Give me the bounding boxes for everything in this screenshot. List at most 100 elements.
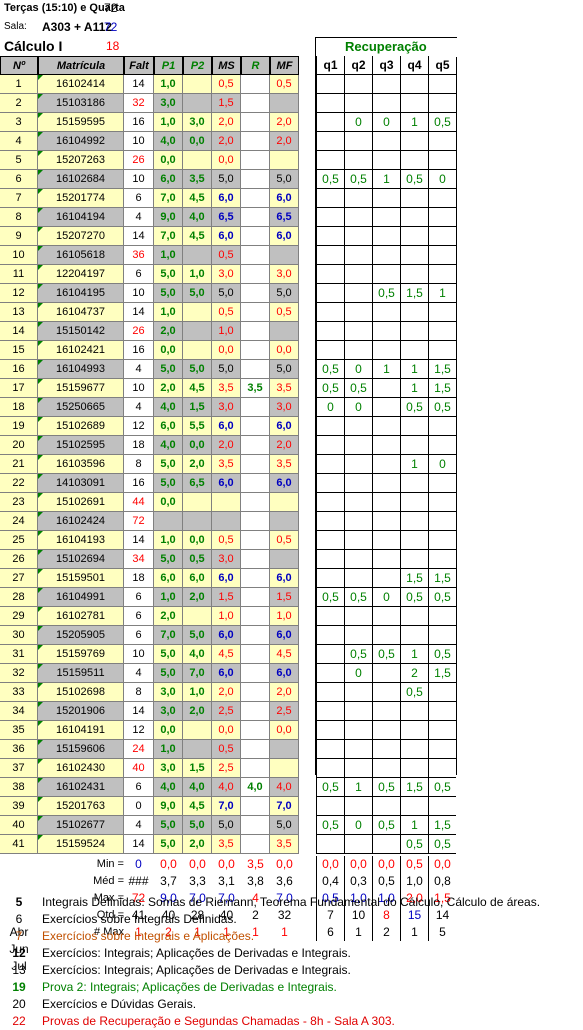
- cell-falt-value: 14: [132, 78, 145, 90]
- cell-n: 26: [0, 550, 38, 569]
- cell-p1-value: 6,0: [160, 173, 176, 185]
- rec-cell-q3: 0: [372, 588, 400, 607]
- stat-rec-value: 1,0: [378, 891, 395, 905]
- cell-n: 14: [0, 322, 38, 341]
- comment-marker: [38, 303, 43, 308]
- cell-mf-value: 5,0: [276, 819, 292, 831]
- cell-mf-value: 5,0: [276, 363, 292, 375]
- rec-cell-q4: 0,5: [400, 835, 428, 854]
- cell-mf: 2,5: [270, 702, 299, 721]
- stat-rec: 1,0: [400, 873, 428, 890]
- cell-p1-value: 3,0: [160, 686, 176, 698]
- stat-rec: 1: [344, 924, 372, 941]
- cell-n-value: 5: [15, 154, 22, 166]
- cell-p1-value: 7,0: [160, 629, 176, 641]
- cell-mat-value: 15159606: [56, 743, 105, 755]
- cell-mf: 3,5: [270, 455, 299, 474]
- rec-header-q5: q5: [428, 56, 456, 75]
- cell-p2-value: 3,0: [189, 116, 205, 128]
- cell-p2: [183, 493, 212, 512]
- stat-r: 2: [241, 907, 270, 924]
- rec-cell-q4: 1: [400, 113, 428, 132]
- cell-falt: 14: [124, 835, 154, 854]
- cell-p2: 4,0: [183, 208, 212, 227]
- rec-cell-q5: [428, 265, 456, 284]
- cell-mf: [270, 94, 299, 113]
- rec-value: 0: [355, 400, 362, 414]
- table-row: 12 16104195 10 5,0 5,0 5,0 5,0 0,5 1,5 1: [0, 284, 460, 303]
- cell-mf: 6,0: [270, 474, 299, 493]
- cell-p1: 5,0: [154, 284, 183, 303]
- cell-falt-value: 10: [132, 135, 145, 147]
- cell-p1-value: 2,0: [160, 610, 176, 622]
- table-row: 15 16102421 16 0,0 0,0 0,0: [0, 341, 460, 360]
- cell-r: [241, 816, 270, 835]
- cell-ms-value: 6,0: [218, 230, 234, 242]
- cell-falt-value: 26: [132, 154, 145, 166]
- cell-mat: 16104993: [38, 360, 124, 379]
- recovery-top-border: [315, 37, 457, 38]
- cell-p2: 7,0: [183, 664, 212, 683]
- cell-ms-value: 2,5: [218, 762, 234, 774]
- stat-rec-value: 0,0: [434, 857, 451, 871]
- rec-cell-q4: [400, 189, 428, 208]
- cell-falt-value: 6: [135, 591, 142, 603]
- rec-cell-q5: 0,5: [428, 835, 456, 854]
- cell-falt: 16: [124, 341, 154, 360]
- table-row: 29 16102781 6 2,0 1,0 1,0: [0, 607, 460, 626]
- cell-p1: 0,0: [154, 341, 183, 360]
- cell-p2-value: 0,5: [189, 553, 205, 565]
- cell-falt: 4: [124, 816, 154, 835]
- cell-p2: 6,0: [183, 569, 212, 588]
- cell-p2-value: 5,0: [189, 819, 205, 831]
- comment-marker: [38, 227, 43, 232]
- cell-p1-value: 4,0: [160, 439, 176, 451]
- stat-rec: 0,0: [344, 856, 372, 873]
- rec-cell-q4: [400, 550, 428, 569]
- cell-p2: 4,5: [183, 379, 212, 398]
- rec-cell-q4: [400, 626, 428, 645]
- cell-falt: 72: [124, 512, 154, 531]
- cell-falt-value: 12: [132, 420, 145, 432]
- rec-cell-q2: [344, 493, 372, 512]
- rec-cell-q3: [372, 721, 400, 740]
- cell-r: [241, 474, 270, 493]
- cell-p1: 5,0: [154, 645, 183, 664]
- cell-r: [241, 664, 270, 683]
- rec-value: 1: [411, 647, 418, 661]
- cell-r: [241, 531, 270, 550]
- cell-p1: 5,0: [154, 474, 183, 493]
- rec-cell-q1: 0,5: [316, 588, 344, 607]
- rec-cell-q3: [372, 208, 400, 227]
- stat-label: Méd =: [93, 875, 124, 887]
- rec-cell-q5: 0,5: [428, 645, 456, 664]
- rec-cell-q5: [428, 208, 456, 227]
- rec-cell-q1: [316, 94, 344, 113]
- cell-mat-value: 15102689: [56, 420, 105, 432]
- cell-n: 5: [0, 151, 38, 170]
- cell-p2-value: 6,5: [189, 477, 205, 489]
- rec-cell-q2: [344, 740, 372, 759]
- rec-cell-q2: [344, 626, 372, 645]
- cell-n-value: 33: [12, 686, 25, 698]
- cell-n-value: 22: [12, 477, 25, 489]
- rec-cell-q5: [428, 607, 456, 626]
- cell-n-value: 31: [12, 648, 25, 660]
- stat-value: 3,1: [218, 874, 235, 888]
- cell-mat: 15159769: [38, 645, 124, 664]
- comment-marker: [38, 816, 43, 821]
- stat-p1: 40: [154, 907, 183, 924]
- rec-cell-q4: [400, 208, 428, 227]
- cell-ms-value: 0,0: [218, 154, 234, 166]
- cell-ms-value: 0,0: [218, 344, 234, 356]
- table-row: 22 14103091 16 5,0 6,5 6,0 6,0: [0, 474, 460, 493]
- rec-cell-q2: [344, 474, 372, 493]
- rec-value: 0: [355, 818, 362, 832]
- cell-mf: 2,0: [270, 683, 299, 702]
- cell-n: 27: [0, 569, 38, 588]
- cell-n-value: 27: [12, 572, 25, 584]
- cell-p2: [183, 322, 212, 341]
- cell-mf: 6,0: [270, 189, 299, 208]
- cell-mf-value: 6,0: [276, 230, 292, 242]
- rec-cell-q3: [372, 341, 400, 360]
